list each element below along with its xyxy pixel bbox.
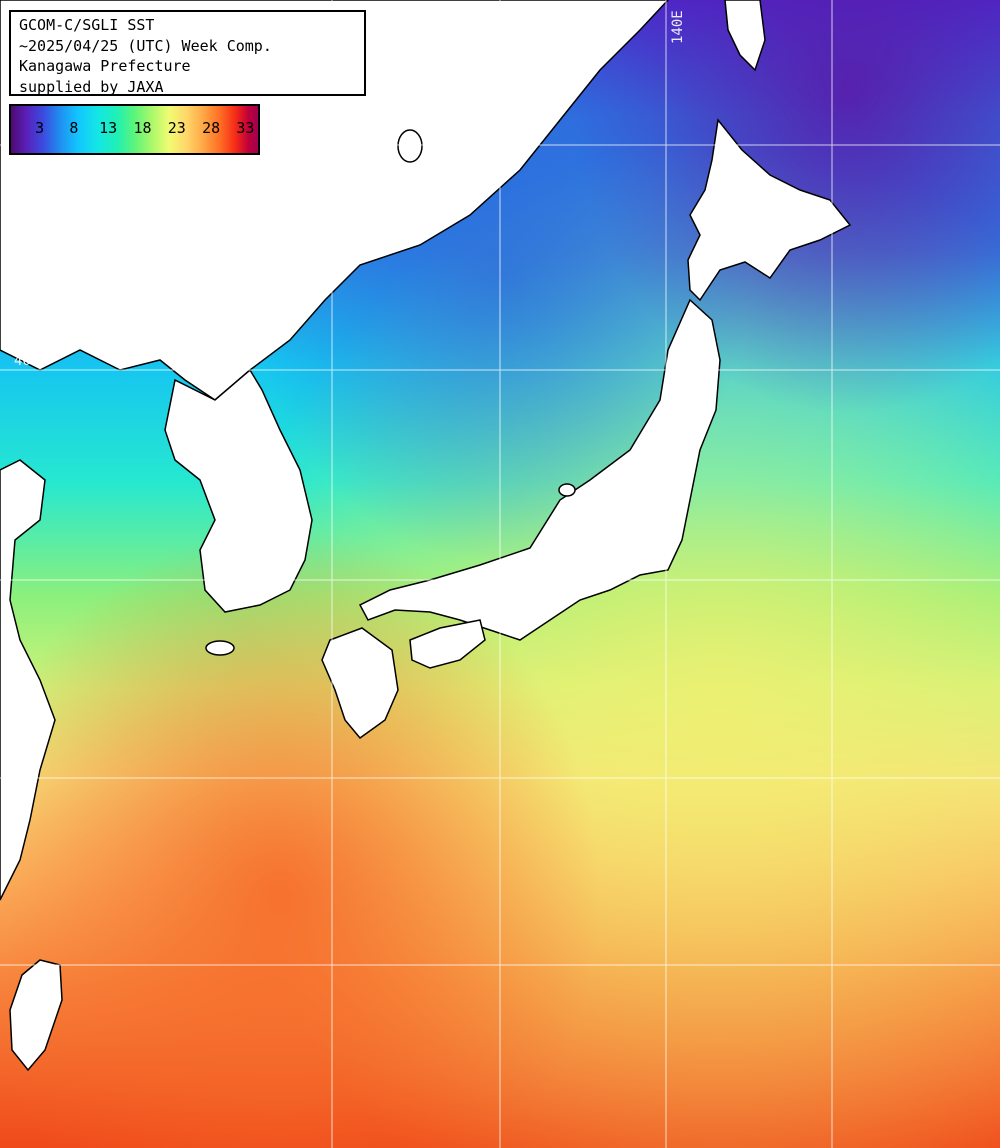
- sst-color-legend: 3 8 13 18 23 28 33: [9, 104, 260, 155]
- kyushu-island: [321, 627, 399, 740]
- legend-tick-13: 13: [99, 119, 118, 137]
- legend-tick-18: 18: [133, 119, 152, 137]
- sado-island: [558, 483, 576, 497]
- rebun-island: [397, 129, 423, 163]
- product-title: GCOM-C/SGLI SST: [19, 16, 155, 34]
- composite-date: ~2025/04/25 (UTC) Week Comp.: [19, 36, 272, 55]
- data-credit: supplied by JAXA: [19, 77, 164, 96]
- jeju-island: [205, 640, 235, 656]
- legend-tick-23: 23: [167, 119, 186, 137]
- map-info-box: GCOM-C/SGLI SST ~2025/04/25 (UTC) Week C…: [9, 10, 366, 96]
- legend-tick-33: 33: [236, 119, 255, 137]
- legend-tick-8: 8: [69, 119, 79, 137]
- legend-tick-28: 28: [202, 119, 221, 137]
- hokkaido-island: [687, 118, 852, 302]
- region-name: Kanagawa Prefecture: [19, 57, 191, 75]
- sakhalin-island: [724, 0, 766, 72]
- legend-tick-3: 3: [35, 119, 45, 137]
- asian-mainland: [0, 0, 670, 401]
- shikoku-island: [409, 619, 486, 669]
- legend-ticks: 3 8 13 18 23 28 33: [11, 106, 258, 153]
- latitude-label: 40N: [14, 353, 40, 369]
- korean-peninsula: [164, 368, 313, 613]
- legend-color-bar: [11, 106, 258, 153]
- land: [0, 0, 852, 1072]
- taiwan-island: [9, 959, 63, 1072]
- longitude-label: 140E: [670, 10, 686, 44]
- china-coast: [0, 459, 56, 901]
